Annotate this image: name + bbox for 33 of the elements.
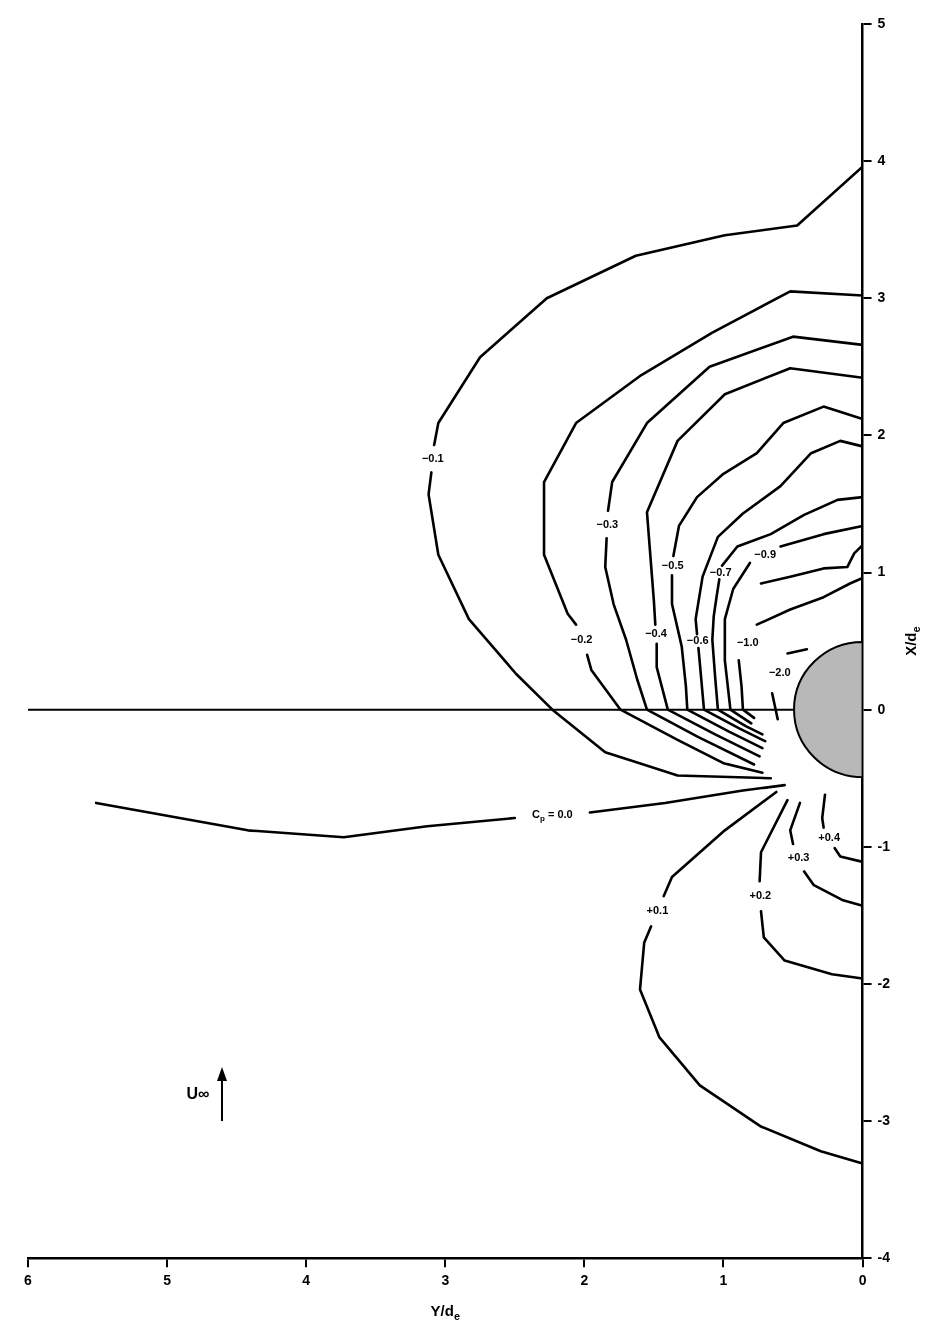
y-axis-title: X/de [902,626,922,656]
series-label: +0.1 [646,904,669,917]
y-tick-label: -1 [877,837,891,854]
y-tick-label: 0 [877,700,886,717]
series-label: +0.2 [749,889,772,902]
x-tick-label: 4 [302,1272,311,1289]
series-label: −0.6 [686,634,709,647]
y-tick-label: 5 [877,14,886,31]
x-tick-label: 0 [858,1272,867,1289]
y-tick-label: 2 [877,426,886,443]
annotation: U∞ [186,1084,210,1103]
y-tick-label: 3 [877,289,886,306]
series-label: +0.4 [818,830,841,843]
series-label: −0.9 [754,547,777,560]
x-tick-label: 6 [24,1272,33,1289]
x-tick-label: 2 [580,1272,589,1289]
y-tick-label: -3 [877,1111,891,1128]
series-label: −0.7 [709,565,732,578]
y-tick-label: -2 [877,974,891,991]
x-tick-label: 5 [163,1272,172,1289]
x-tick-label: 3 [441,1272,450,1289]
series-label: −0.2 [570,632,593,645]
x-tick-label: 1 [719,1272,728,1289]
series-label: −1.0 [736,635,759,648]
series-label: −0.5 [661,558,684,571]
series-label: −0.1 [421,451,444,464]
series-label: +0.3 [787,850,810,863]
y-tick-label: 1 [877,563,886,580]
series-label: −0.3 [596,517,619,530]
series-label: −2.0 [768,666,791,679]
y-tick-label: 4 [877,151,886,168]
series-label: −0.4 [645,627,668,640]
y-tick-label: -4 [877,1249,891,1266]
